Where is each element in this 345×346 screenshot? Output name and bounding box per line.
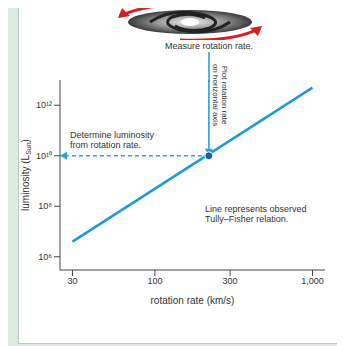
svg-text:300: 300 xyxy=(223,276,238,286)
svg-text:rotation rate (km/s): rotation rate (km/s) xyxy=(151,295,235,306)
svg-text:10⁸: 10⁸ xyxy=(38,201,52,211)
svg-text:10¹²: 10¹² xyxy=(36,100,52,110)
svg-text:luminosity (LSun): luminosity (LSun) xyxy=(20,139,32,211)
svg-text:Determine luminosityfrom rotat: Determine luminosityfrom rotation rate. xyxy=(70,130,155,150)
svg-text:Plot rotation rateon horizonta: Plot rotation rateon horizontal axis xyxy=(211,64,229,126)
svg-text:Measure rotation rate.: Measure rotation rate. xyxy=(165,41,253,51)
svg-text:100: 100 xyxy=(147,276,162,286)
svg-text:10⁶: 10⁶ xyxy=(38,252,52,262)
svg-text:1,000: 1,000 xyxy=(301,276,324,286)
svg-text:30: 30 xyxy=(67,276,77,286)
svg-text:Line represents observedTully–: Line represents observedTully–Fisher rel… xyxy=(205,204,307,224)
svg-text:10¹⁰: 10¹⁰ xyxy=(36,151,52,161)
